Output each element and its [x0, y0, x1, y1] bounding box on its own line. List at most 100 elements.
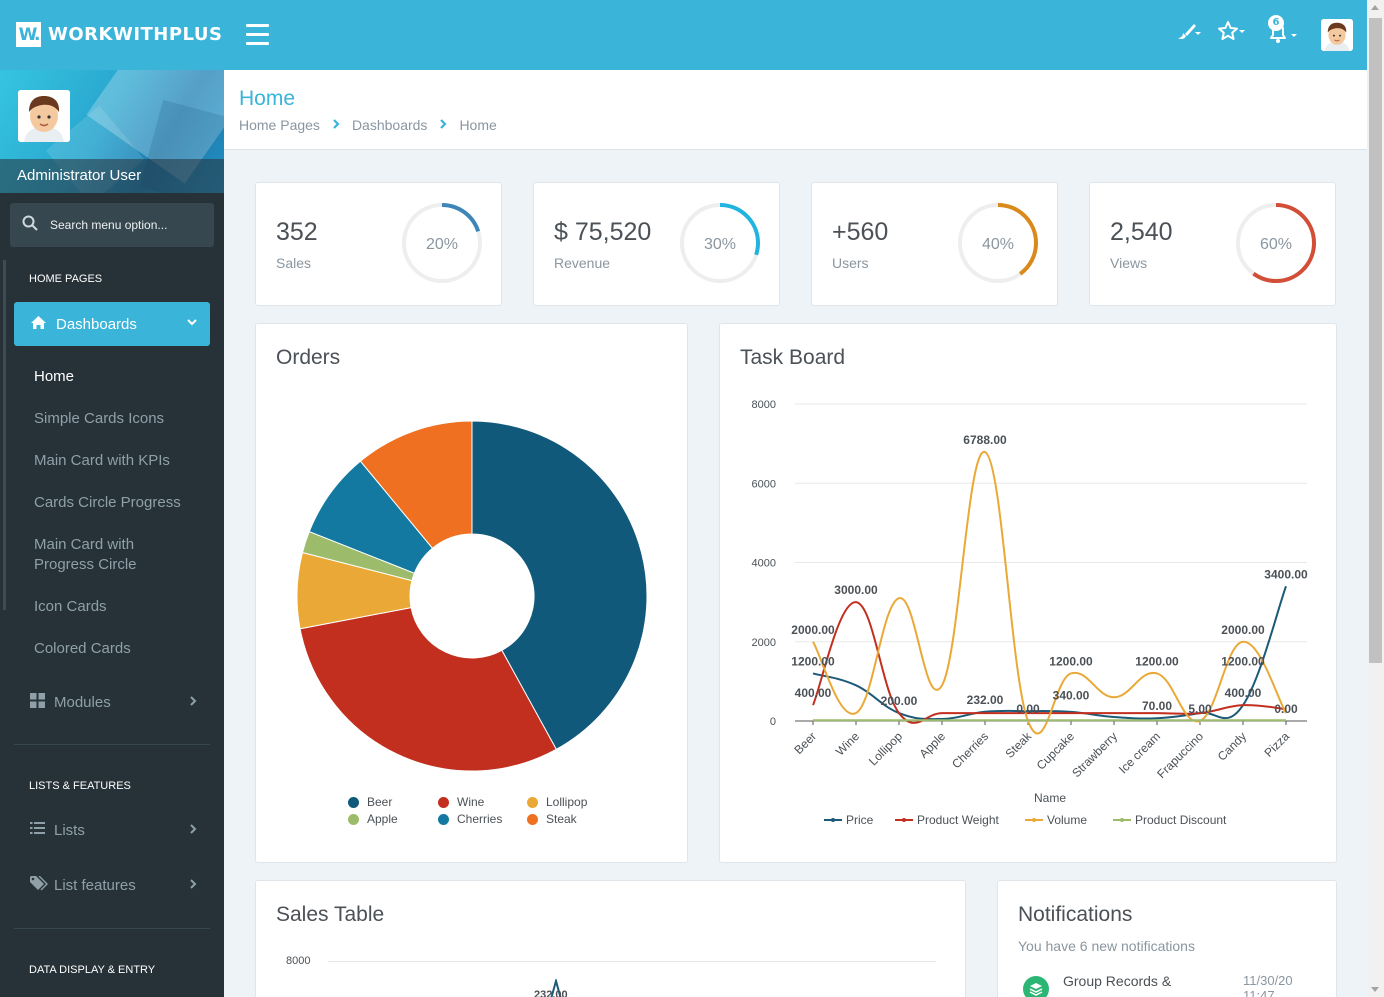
list-icon — [30, 821, 48, 839]
page-title: Home — [239, 87, 296, 110]
y-tick-label: 4000 — [752, 558, 776, 570]
legend-item-lollipop[interactable]: Lollipop — [527, 795, 587, 809]
content-header: Home Home Pages Dashboards Home — [224, 70, 1367, 150]
sidebar-scroll-rail[interactable] — [3, 260, 6, 610]
legend-item-steak[interactable]: Steak — [527, 812, 577, 826]
x-tick-label: Cupcake — [1034, 729, 1078, 773]
kpi-label: Views — [1110, 255, 1148, 271]
legend-label[interactable]: Volume — [1047, 813, 1087, 827]
breadcrumb-item[interactable]: Dashboards — [351, 117, 428, 133]
legend-swatch — [348, 813, 359, 825]
sidebar-subitem-simple-cards-icons[interactable]: Simple Cards Icons — [34, 410, 165, 427]
sidebar-search — [10, 203, 214, 247]
page-scrollbar[interactable] — [1367, 0, 1384, 997]
chevron-right-icon — [188, 695, 198, 711]
sidebar-item-label: Dashboards — [56, 315, 137, 333]
sidebar-subitem-colored-cards[interactable]: Colored Cards — [34, 640, 131, 657]
sidebar-item-lists[interactable]: Lists — [30, 821, 85, 839]
notifications-subtitle: You have 6 new notifications — [1018, 938, 1195, 954]
app-logo[interactable]: W. WORKWITHPLUS — [16, 22, 222, 47]
data-label: 70.00 — [1142, 699, 1172, 713]
scroll-thumb[interactable] — [1369, 18, 1382, 663]
legend-marker — [902, 818, 906, 822]
sidebar: Administrator User HOME PAGES Dashboards… — [0, 70, 224, 997]
sidebar-subitem-main-card-progress-circle[interactable]: Main Card with Progress Circle — [34, 536, 137, 573]
section-title-data-display: DATA DISPLAY & ENTRY — [29, 964, 156, 976]
user-avatar[interactable] — [1321, 19, 1353, 51]
taskboard-line-chart: 0 2000 4000 6000 8000 Beer Wine Lollipop Apple Ch… — [752, 399, 1308, 827]
data-label: 1200.00 — [1221, 654, 1265, 668]
sidebar-user-name[interactable]: Administrator User — [0, 159, 224, 193]
kpi-progress-arc — [958, 203, 1038, 283]
legend-item-wine[interactable]: Wine — [438, 795, 484, 809]
legend-label: Steak — [546, 812, 577, 826]
series-line-volume[interactable] — [812, 451, 1287, 735]
card-title: Orders — [276, 346, 341, 369]
brush-icon[interactable] — [1175, 20, 1201, 47]
x-tick-label: Wine — [833, 729, 862, 758]
legend-label: Beer — [367, 795, 393, 809]
x-tick-label: Frapuccino — [1154, 729, 1206, 781]
sidebar-item-dashboards[interactable]: Dashboards — [14, 302, 210, 346]
sidebar-divider — [14, 744, 210, 745]
kpi-value: +560 — [832, 218, 889, 246]
sidebar-subitem-main-card-kpis[interactable]: Main Card with KPIs — [34, 452, 170, 469]
home-icon — [30, 315, 47, 334]
breadcrumb: Home Pages Dashboards Home — [239, 117, 497, 133]
kpi-card-sales: 352 Sales 20% — [255, 182, 502, 306]
kpi-card-users: +560 Users 40% — [811, 182, 1058, 306]
data-label: 0.00 — [1274, 702, 1298, 716]
sidebar-subitem-icon-cards[interactable]: Icon Cards — [34, 598, 107, 615]
notification-item[interactable]: Group Records & 11/30/20 11:47 — [1018, 973, 1318, 997]
chevron-right-icon — [188, 878, 198, 894]
kpi-value: 352 — [276, 218, 318, 246]
kpi-percent: 40% — [982, 236, 1014, 253]
legend-swatch — [527, 813, 538, 825]
pie-slice-steak[interactable] — [359, 420, 473, 549]
sidebar-subitem-home[interactable]: Home — [34, 368, 75, 385]
sales-line-peak — [550, 979, 562, 997]
data-label: 2000.00 — [1221, 623, 1265, 637]
legend-label[interactable]: Product Weight — [917, 813, 999, 827]
taskboard-card: Task Board 0 2000 4000 6000 8000 Beer Wine Loll… — [719, 323, 1337, 863]
notification-time: 11/30/20 11:47 — [1243, 973, 1293, 997]
data-label: 3000.00 — [834, 583, 878, 597]
kpi-percent: 60% — [1260, 236, 1292, 253]
pie-slice-wine[interactable] — [299, 607, 557, 772]
search-input[interactable] — [50, 218, 200, 232]
kpi-progress-arc — [402, 203, 482, 283]
logo-mark: W. — [16, 22, 41, 47]
sidebar-item-list-features[interactable]: List features — [30, 875, 136, 895]
legend-item-beer[interactable]: Beer — [348, 795, 392, 809]
legend-label[interactable]: Price — [846, 813, 874, 827]
legend-item-apple[interactable]: Apple — [348, 812, 398, 826]
kpi-card-views: 2,540 Views 60% — [1089, 182, 1336, 306]
star-icon[interactable] — [1217, 20, 1247, 47]
data-label: 0.00 — [1016, 702, 1040, 716]
legend-label[interactable]: Product Discount — [1135, 813, 1227, 827]
kpi-progress-arc — [680, 203, 760, 283]
orders-donut-chart — [296, 420, 648, 772]
kpi-progress-ring: 60% — [1236, 203, 1316, 283]
kpi-label: Users — [832, 255, 869, 271]
card-title: Sales Table — [276, 903, 385, 926]
legend-item-cherries[interactable]: Cherries — [438, 812, 502, 826]
notifications-card: Notifications You have 6 new notificatio… — [997, 880, 1337, 997]
sidebar-item-label: List features — [54, 877, 136, 894]
kpi-card-revenue: $ 75,520 Revenue 30% — [533, 182, 780, 306]
kpi-value: $ 75,520 — [554, 218, 652, 246]
menu-toggle-icon[interactable] — [246, 24, 269, 45]
scroll-down-arrow-icon[interactable] — [1371, 987, 1379, 992]
sidebar-item-modules[interactable]: Modules — [30, 693, 111, 712]
y-tick-label: 8000 — [752, 399, 776, 411]
legend-swatch — [527, 796, 538, 808]
sidebar-subitem-cards-circle-progress[interactable]: Cards Circle Progress — [34, 494, 181, 511]
series-line-product-weight[interactable] — [812, 601, 1287, 724]
chevron-down-icon — [186, 316, 198, 331]
x-tick-label: Steak — [1003, 729, 1035, 761]
scroll-up-arrow-icon[interactable] — [1371, 5, 1379, 10]
breadcrumb-item[interactable]: Home Pages — [239, 117, 320, 133]
kpi-progress-ring: 30% — [680, 203, 760, 283]
pie-slice-beer[interactable] — [471, 420, 648, 751]
